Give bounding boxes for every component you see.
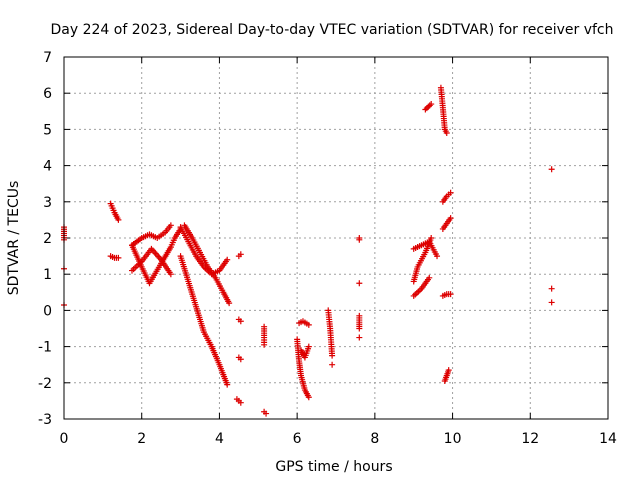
x-tick-label: 14 xyxy=(599,431,617,447)
data-point xyxy=(305,321,312,328)
data-point xyxy=(305,394,312,401)
data-point xyxy=(426,274,433,281)
x-tick-label: 12 xyxy=(521,431,539,447)
data-point xyxy=(428,235,435,241)
y-tick-label: 0 xyxy=(43,303,52,319)
data-point xyxy=(428,101,435,108)
y-tick-label: 7 xyxy=(43,50,52,66)
data-point xyxy=(224,256,231,263)
y-axis-label: SDTVAR / TECUs xyxy=(6,181,22,296)
y-tick-label: 5 xyxy=(43,122,52,138)
x-tick-label: 2 xyxy=(137,431,146,447)
x-tick-label: 8 xyxy=(370,431,379,447)
data-point xyxy=(237,356,244,363)
data-point xyxy=(548,285,555,292)
y-tick-label: 3 xyxy=(43,195,52,211)
y-tick-label: 4 xyxy=(43,159,52,175)
x-tick-label: 0 xyxy=(60,431,69,447)
y-tick-label: 6 xyxy=(43,86,52,102)
x-axis-label: GPS time / hours xyxy=(275,459,392,475)
y-tick-label: -2 xyxy=(38,376,52,392)
data-point xyxy=(356,280,363,287)
x-tick-label: 4 xyxy=(215,431,224,447)
chart-title: Day 224 of 2023, Sidereal Day-to-day VTE… xyxy=(50,22,613,38)
data-point xyxy=(167,271,174,278)
x-tick-label: 6 xyxy=(293,431,302,447)
data-point xyxy=(167,222,174,229)
data-point xyxy=(447,215,454,222)
data-point xyxy=(329,352,336,359)
y-tick-label: 2 xyxy=(43,231,52,247)
data-point xyxy=(443,130,450,137)
data-point xyxy=(548,299,555,306)
data-point xyxy=(548,166,555,173)
data-point xyxy=(434,253,441,260)
data-point xyxy=(226,300,233,307)
data-point xyxy=(329,361,336,368)
data-point xyxy=(237,251,244,258)
data-point xyxy=(237,399,244,406)
data-point xyxy=(305,343,312,350)
data-point xyxy=(356,334,363,341)
x-tick-label: 10 xyxy=(444,431,462,447)
plot-frame xyxy=(63,56,609,420)
data-point xyxy=(261,341,268,348)
data-point xyxy=(445,367,452,374)
data-point xyxy=(115,254,122,261)
data-point xyxy=(356,236,363,243)
y-tick-label: -3 xyxy=(38,412,52,428)
data-point xyxy=(447,291,454,298)
data-point xyxy=(224,381,231,388)
data-point xyxy=(447,189,454,196)
data-markers xyxy=(61,84,555,417)
data-point xyxy=(356,325,363,332)
y-tick-label: 1 xyxy=(43,267,52,283)
data-point xyxy=(115,216,122,223)
y-tick-label: -1 xyxy=(38,340,52,356)
data-point xyxy=(263,410,270,417)
data-point xyxy=(237,318,244,325)
